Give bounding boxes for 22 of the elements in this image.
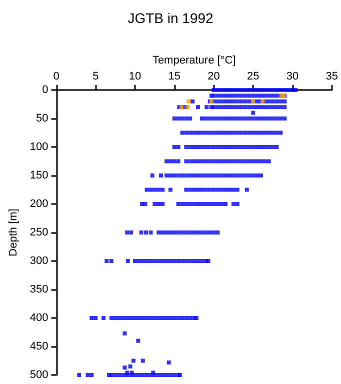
y-tick-label: 50 — [36, 112, 48, 124]
y-tick-label: 500 — [30, 369, 48, 381]
y-tick-label: 400 — [30, 312, 48, 324]
y-tick-label: 100 — [30, 141, 48, 153]
x-tick-label: 30 — [286, 70, 299, 82]
y-tick-label: 200 — [30, 198, 48, 210]
x-tick-label: 10 — [128, 70, 142, 82]
y-tick-label: 450 — [30, 340, 48, 352]
x-tick-label: 5 — [92, 70, 99, 82]
y-axis-title: Depth [m] — [8, 208, 20, 256]
y-tick-label: 350 — [30, 284, 48, 296]
y-tick-label: 150 — [30, 170, 48, 182]
x-tick-label: 25 — [247, 70, 260, 82]
chart-title: JGTB in 1992 — [128, 10, 214, 26]
x-tick-label: 20 — [208, 70, 220, 82]
x-tick-label: 35 — [326, 70, 338, 82]
y-tick-label: 250 — [30, 226, 48, 238]
y-tick-label: 0 — [42, 84, 48, 96]
x-axis-title: Temperature [°C] — [152, 54, 236, 67]
x-tick-label: 0 — [53, 70, 60, 82]
y-tick-label: 300 — [30, 255, 48, 267]
x-tick-label: 15 — [168, 70, 181, 82]
